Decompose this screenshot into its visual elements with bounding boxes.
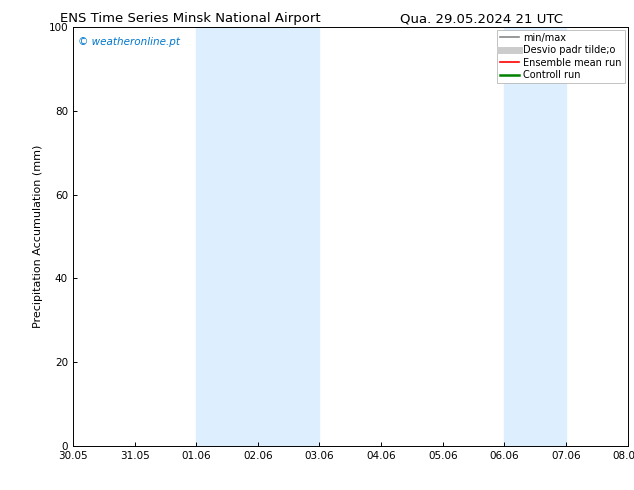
- Y-axis label: Precipitation Accumulation (mm): Precipitation Accumulation (mm): [33, 145, 43, 328]
- Text: Qua. 29.05.2024 21 UTC: Qua. 29.05.2024 21 UTC: [400, 12, 564, 25]
- Bar: [196, 27, 320, 446]
- Text: ENS Time Series Minsk National Airport: ENS Time Series Minsk National Airport: [60, 12, 321, 25]
- Bar: [505, 27, 566, 446]
- Legend: min/max, Desvio padr tilde;o, Ensemble mean run, Controll run: min/max, Desvio padr tilde;o, Ensemble m…: [497, 30, 624, 83]
- Text: © weatheronline.pt: © weatheronline.pt: [79, 37, 181, 48]
